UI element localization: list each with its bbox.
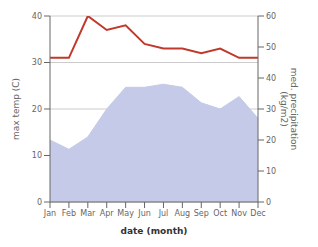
svg-text:20: 20 (266, 136, 276, 145)
svg-text:max temp (C): max temp (C) (11, 78, 21, 140)
svg-text:60: 60 (266, 12, 276, 21)
svg-text:30: 30 (32, 58, 42, 67)
svg-text:Jan: Jan (43, 209, 56, 218)
svg-text:40: 40 (32, 12, 42, 21)
svg-text:30: 30 (266, 105, 276, 114)
svg-text:Aug: Aug (175, 209, 191, 218)
svg-text:May: May (117, 209, 134, 218)
svg-text:Dec: Dec (250, 209, 265, 218)
svg-text:Nov: Nov (231, 209, 247, 218)
svg-text:40: 40 (266, 74, 276, 83)
svg-text:date (month): date (month) (121, 226, 188, 236)
svg-text:Jun: Jun (137, 209, 151, 218)
svg-text:Jul: Jul (158, 209, 169, 218)
svg-text:Apr: Apr (100, 209, 115, 218)
svg-text:20: 20 (32, 105, 42, 114)
svg-text:med. precipitation(kg/m2): med. precipitation(kg/m2) (279, 68, 299, 150)
svg-text:Feb: Feb (62, 209, 76, 218)
svg-text:Sep: Sep (194, 209, 209, 218)
svg-text:50: 50 (266, 43, 276, 52)
svg-text:10: 10 (32, 151, 42, 160)
svg-text:0: 0 (37, 198, 42, 207)
svg-text:0: 0 (266, 198, 271, 207)
svg-text:10: 10 (266, 167, 276, 176)
svg-text:Oct: Oct (213, 209, 227, 218)
svg-text:Mar: Mar (80, 209, 96, 218)
